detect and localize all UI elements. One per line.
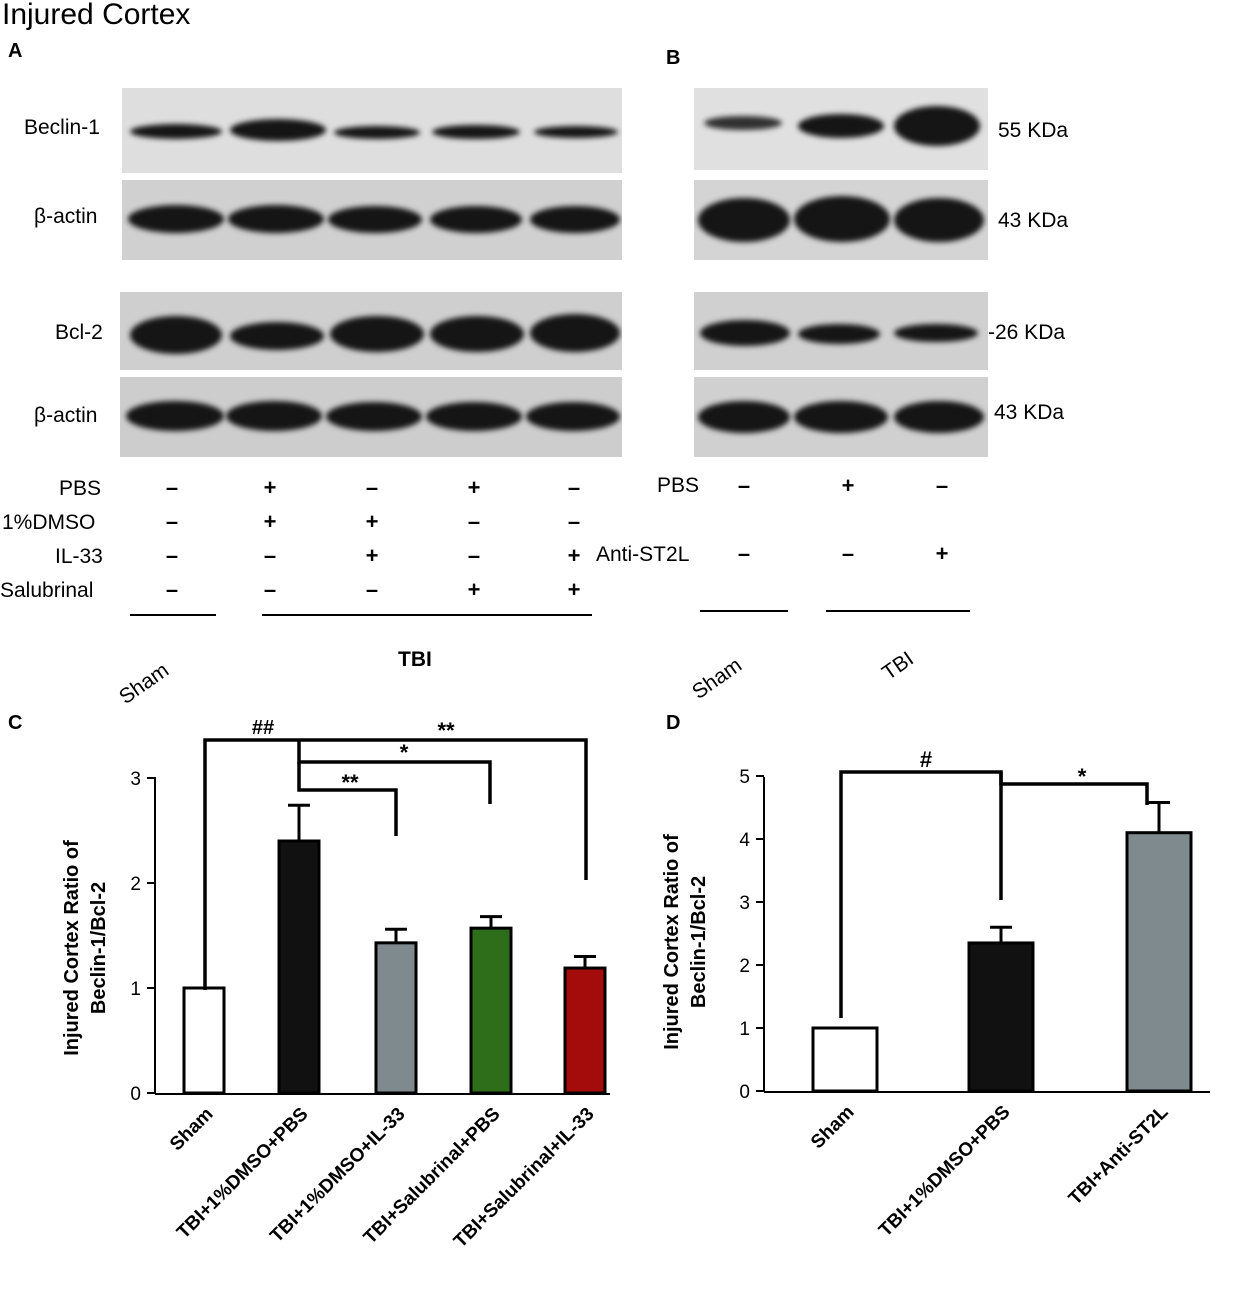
mw-label: 43 KDa: [994, 401, 1065, 424]
condition-mark: –: [567, 509, 581, 534]
condition-mark: +: [263, 509, 277, 534]
group-label-tbi: TBI: [878, 647, 918, 685]
mw-label: 43 KDa: [998, 209, 1069, 232]
blot-b-beclin1: [694, 88, 988, 170]
blot-a-beclin1: [122, 88, 622, 173]
chart-d: Injured Cortex Ratio of Beclin-1/Bcl-2 0 1…: [661, 747, 1210, 1242]
mw-label: 55 KDa: [998, 119, 1069, 142]
chart-c-significance: [203, 738, 588, 990]
figure-title: Injured Cortex: [2, 0, 191, 31]
chart-d-ylabel: Injured Cortex Ratio of Beclin-1/Bcl-2: [661, 834, 710, 1050]
condition-mark: –: [365, 577, 379, 602]
mw-label: -26 KDa: [988, 321, 1066, 344]
d-ytick-label: 2: [739, 956, 750, 977]
blot-b-bcl2: [694, 292, 988, 370]
group-label-tbi: TBI: [398, 648, 432, 671]
condition-mark: –: [165, 543, 179, 568]
d-category-label: TBI+Anti-ST2L: [1065, 1101, 1173, 1209]
d-ytick-label: 0: [739, 1082, 750, 1103]
c-ytick-label: 0: [130, 1084, 141, 1105]
condition-mark: –: [263, 577, 277, 602]
chart-d-significance: [839, 770, 1149, 1018]
panel-label-d: D: [666, 712, 681, 734]
condition-mark: –: [165, 475, 179, 500]
blot-a-actin-2: [120, 377, 622, 457]
c-ytick-label: 2: [130, 874, 141, 895]
condition-mark: –: [165, 577, 179, 602]
blot-b-actin-1: [694, 180, 988, 260]
chart-c-annotation: **: [341, 770, 359, 795]
condition-mark: –: [365, 475, 379, 500]
c-bar: [563, 966, 607, 1095]
condition-mark: +: [467, 577, 481, 602]
c-ytick-label: 3: [130, 769, 141, 790]
group-underline-sham: [700, 610, 788, 612]
d-bar: [1125, 831, 1193, 1093]
group-underline-sham: [130, 614, 216, 616]
c-category-label: Sham: [166, 1104, 217, 1155]
panel-label-a: A: [8, 40, 23, 62]
c-bar: [277, 839, 321, 1095]
condition-mark: –: [467, 543, 481, 568]
blot-a-row-label: Bcl-2: [55, 321, 103, 344]
d-category-label: TBI+1%DMSO+PBS: [875, 1102, 1015, 1242]
chart-c-annotation: *: [400, 740, 409, 765]
blot-a-actin-1: [122, 180, 622, 260]
condition-label: 1%DMSO: [2, 511, 96, 534]
c-bar: [469, 926, 513, 1095]
condition-mark: –: [567, 475, 581, 500]
condition-label: PBS: [59, 477, 102, 500]
condition-mark: +: [567, 543, 581, 568]
chart-d-annotation: *: [1078, 764, 1087, 789]
d-bar: [811, 1026, 879, 1093]
chart-c-annotation: ##: [252, 717, 274, 739]
condition-mark: –: [841, 541, 855, 566]
condition-mark: +: [263, 475, 277, 500]
condition-label: IL-33: [55, 545, 103, 568]
condition-mark: +: [467, 475, 481, 500]
condition-label: PBS: [657, 474, 700, 497]
condition-mark: –: [935, 473, 949, 498]
condition-mark: –: [737, 473, 751, 498]
blot-a-bcl2: [120, 292, 622, 370]
chart-d-annotation: #: [920, 747, 932, 772]
condition-label: Anti-ST2L: [596, 543, 690, 566]
condition-mark: +: [841, 473, 855, 498]
c-bar: [374, 941, 418, 1095]
condition-mark: +: [567, 577, 581, 602]
group-underline-tbi: [826, 610, 970, 612]
panel-label-c: C: [8, 712, 23, 734]
blot-b-actin-2: [694, 377, 988, 457]
d-category-label: Sham: [807, 1102, 858, 1153]
d-ytick-label: 4: [739, 830, 750, 851]
panel-label-b: B: [666, 47, 681, 69]
chart-c-ylabel: Injured Cortex Ratio of Beclin-1/Bcl-2: [61, 840, 110, 1056]
chart-c-annotation: **: [437, 718, 455, 743]
d-bar: [967, 941, 1035, 1093]
condition-mark: +: [365, 509, 379, 534]
condition-mark: –: [467, 509, 481, 534]
c-bar: [182, 986, 226, 1095]
condition-mark: +: [935, 541, 949, 566]
condition-label: Salubrinal: [0, 579, 94, 602]
group-label-sham: Sham: [688, 653, 747, 704]
c-ytick-label: 1: [130, 979, 141, 1000]
blot-a-row-label: β-actin: [34, 404, 98, 427]
chart-c: Injured Cortex Ratio of Beclin-1/Bcl-2 0 1…: [61, 717, 610, 1252]
group-underline-tbi: [262, 614, 592, 616]
condition-mark: –: [737, 541, 751, 566]
condition-mark: +: [365, 543, 379, 568]
condition-mark: –: [263, 543, 277, 568]
d-ytick-label: 5: [739, 767, 750, 788]
d-ytick-label: 3: [739, 893, 750, 914]
blot-a-row-label: β-actin: [34, 205, 98, 228]
blot-a-row-label: Beclin-1: [24, 116, 100, 139]
condition-mark: –: [165, 509, 179, 534]
d-ytick-label: 1: [739, 1019, 750, 1040]
